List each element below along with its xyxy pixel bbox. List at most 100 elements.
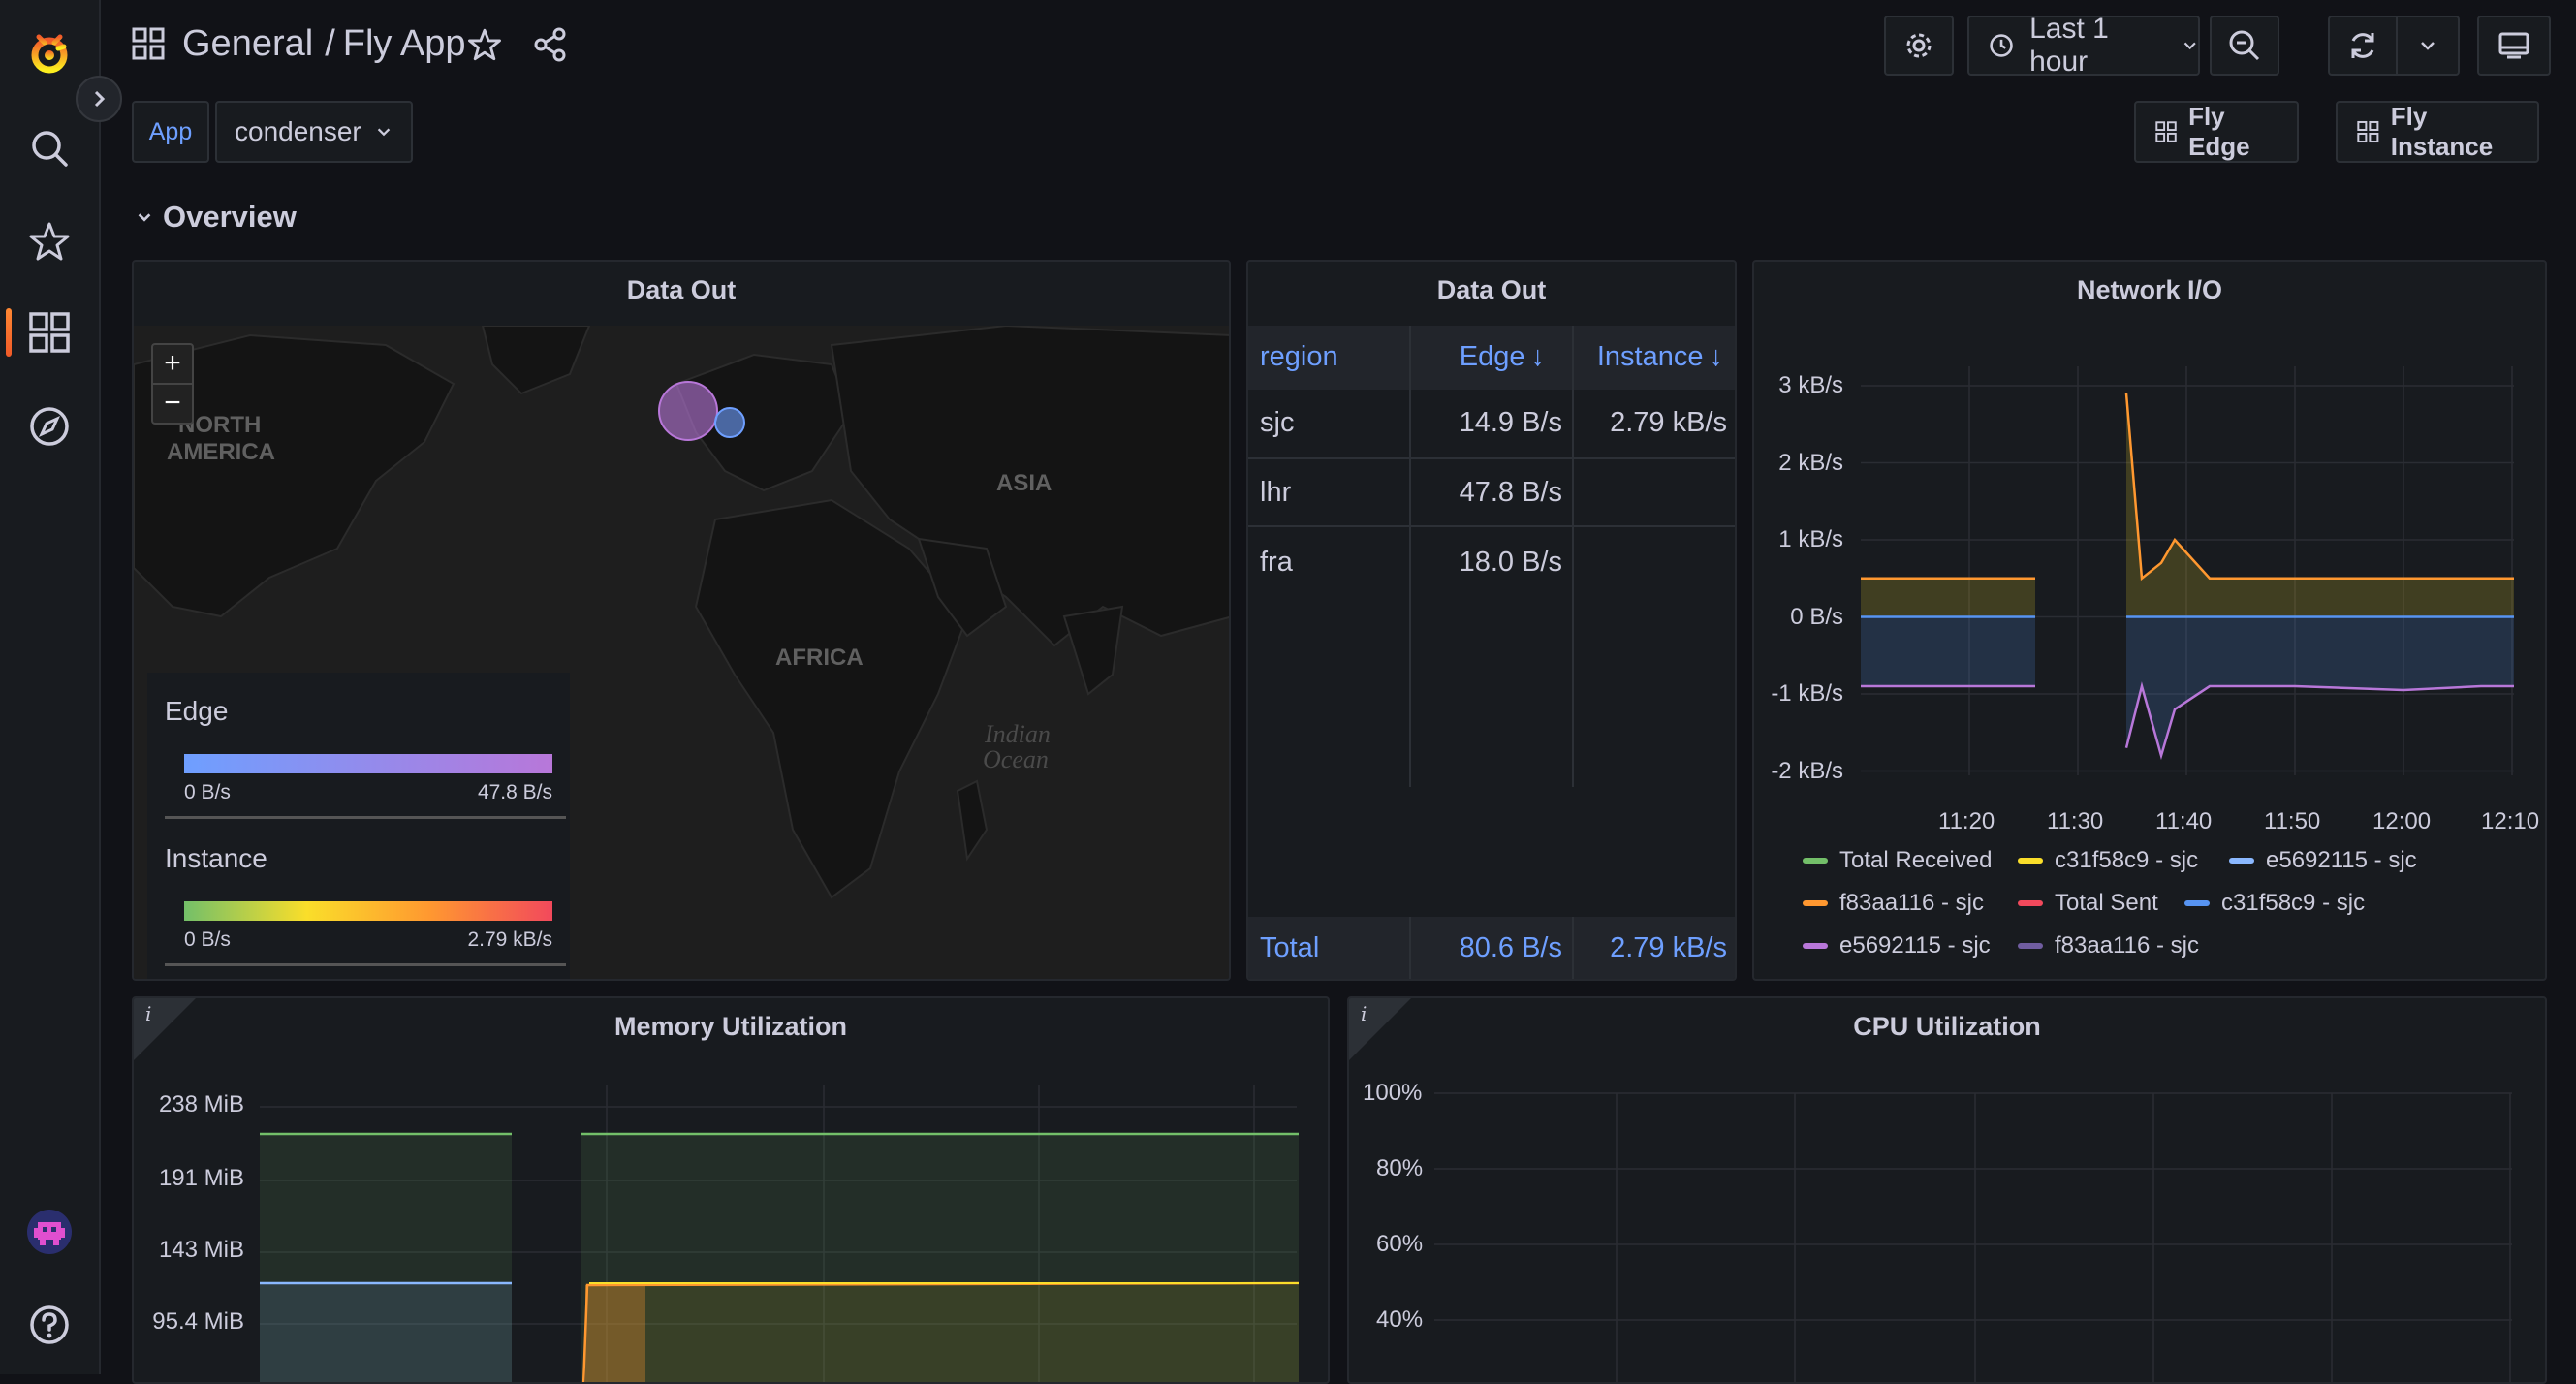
legend-item[interactable]: e5692115 - sjc — [1803, 932, 1991, 959]
footer-instance: 2.79 kB/s — [1610, 932, 1727, 963]
header-instance[interactable]: Instance ↓ — [1597, 341, 1723, 373]
legend-label: Total Sent — [2055, 890, 2158, 916]
dashboard-title[interactable]: Fly App — [342, 23, 466, 64]
dashboard-settings-button[interactable] — [1884, 16, 1954, 76]
header-region[interactable]: region — [1260, 341, 1338, 372]
y-tick: 2 kB/s — [1778, 449, 1843, 476]
explore-icon[interactable] — [21, 398, 78, 455]
cell-edge: 47.8 B/s — [1459, 477, 1562, 508]
legend-item[interactable]: e5692115 - sjc — [2229, 847, 2417, 874]
map-label-ocean: Ocean — [983, 745, 1049, 773]
zoom-out-map-button[interactable]: − — [164, 387, 181, 419]
network-io-chart[interactable] — [1754, 262, 2547, 981]
grafana-logo-icon[interactable] — [21, 25, 78, 81]
zoom-in-button[interactable]: + — [153, 345, 192, 385]
time-picker-button[interactable]: Last 1 hour — [1967, 13, 2200, 78]
legend-label: e5692115 - sjc — [1839, 932, 1991, 959]
table-row[interactable]: fra 18.0 B/s — [1248, 527, 1735, 595]
avatar[interactable] — [21, 1204, 78, 1260]
fly-edge-link[interactable]: Fly Edge — [2134, 101, 2299, 163]
refresh-button[interactable] — [2328, 16, 2398, 76]
gear-icon — [1906, 33, 1932, 58]
app-variable-select[interactable]: condenser — [215, 101, 413, 163]
legend-swatch — [1803, 858, 1828, 864]
dashboards-icon[interactable] — [21, 304, 78, 361]
header-edge[interactable]: Edge ↓ — [1460, 341, 1545, 373]
cpu-chart[interactable] — [1349, 998, 2547, 1384]
legend-item[interactable]: Total Received — [1803, 847, 1992, 874]
search-icon[interactable] — [21, 120, 78, 176]
legend-edge-max: 47.8 B/s — [477, 781, 552, 803]
series-area — [1861, 616, 2035, 687]
col-divider — [1572, 326, 1574, 787]
chevron-down-icon — [138, 213, 151, 222]
fly-instance-link[interactable]: Fly Instance — [2336, 101, 2539, 163]
footer-label: Total — [1260, 932, 1320, 963]
zoom-controls: + − — [151, 343, 194, 425]
col-divider — [1409, 326, 1411, 787]
map-legend: Edge 0 B/s 47.8 B/s Instance 0 B/s 2.79 … — [147, 673, 570, 979]
series-line — [2124, 681, 2514, 761]
header-edge-label: Edge — [1459, 341, 1525, 372]
x-tick: 11:30 — [2047, 808, 2104, 834]
y-tick: 80% — [1376, 1155, 1424, 1181]
legend-instance-title: Instance — [165, 843, 267, 873]
info-icon[interactable]: i — [145, 1002, 152, 1025]
y-tick: 60% — [1376, 1231, 1424, 1257]
header-instance-label: Instance — [1596, 341, 1704, 372]
cell-region: lhr — [1260, 477, 1292, 508]
share-icon[interactable] — [533, 27, 568, 67]
legend-divider — [165, 816, 566, 819]
refresh-interval-button[interactable] — [2396, 16, 2460, 76]
zoom-out-button[interactable] — [2210, 16, 2279, 76]
legend-item[interactable]: Total Sent — [2018, 890, 2158, 917]
panel-title[interactable]: Data Out — [1436, 275, 1547, 304]
legend-item[interactable]: c31f58c9 - sjc — [2018, 847, 2198, 874]
legend-swatch — [1803, 943, 1828, 949]
legend-item[interactable]: f83aa116 - sjc — [1803, 890, 1984, 917]
help-icon[interactable] — [21, 1297, 78, 1353]
memory-chart[interactable] — [134, 998, 1330, 1384]
col-divider — [1572, 917, 1574, 979]
starred-icon[interactable] — [21, 213, 78, 269]
info-corner — [1349, 998, 1411, 1060]
expand-menu-button[interactable] — [76, 76, 122, 122]
zoom-out-icon — [2229, 30, 2260, 61]
data-out-map-panel: Data Out — [132, 260, 1231, 981]
breadcrumb-folder[interactable]: General — [182, 23, 314, 64]
network-io-panel: Network I/O 3 kB/s 2 kB/s 1 kB/s 0 B/s -1 kB… — [1752, 260, 2547, 981]
marker-lhr[interactable] — [658, 381, 718, 441]
table-row[interactable]: lhr 47.8 B/s — [1248, 459, 1735, 527]
info-icon[interactable]: i — [1361, 1002, 1367, 1025]
memory-series-orange — [581, 1281, 1300, 1382]
chevron-right-icon — [94, 90, 106, 108]
legend-swatch — [2018, 900, 2043, 906]
legend-label: Total Received — [1839, 847, 1993, 873]
chevron-down-icon — [377, 128, 390, 137]
app-variable-value: condenser — [235, 116, 361, 146]
memory-utilization-panel: i Memory Utilization 238 MiB 191 MiB 143… — [132, 996, 1330, 1384]
footer-edge: 80.6 B/s — [1459, 932, 1562, 963]
x-tick: 12:00 — [2372, 808, 2432, 834]
panel-title[interactable]: Data Out — [626, 275, 737, 304]
legend-swatch — [2018, 943, 2043, 949]
x-tick: 11:20 — [1938, 808, 1995, 834]
panel-title[interactable]: CPU Utilization — [1853, 1012, 2041, 1041]
legend-instance-max: 2.79 kB/s — [467, 928, 552, 951]
fly-instance-label: Fly Instance — [2390, 102, 2494, 161]
row-overview-toggle[interactable]: Overview — [136, 200, 297, 235]
panel-title[interactable]: Memory Utilization — [613, 1012, 848, 1041]
table-row[interactable]: sjc 14.9 B/s 2.79 kB/s — [1248, 390, 1735, 459]
legend-item[interactable]: f83aa116 - sjc — [2018, 932, 2199, 959]
sidebar — [0, 0, 101, 1374]
legend-swatch — [2184, 900, 2210, 906]
refresh-icon — [2351, 33, 2374, 58]
star-icon[interactable] — [467, 27, 502, 67]
legend-divider — [165, 963, 566, 966]
panel-title[interactable]: Network I/O — [2076, 275, 2223, 304]
world-map[interactable]: NORTH AMERICA ASIA AFRICA Indian Ocean +… — [134, 324, 1229, 979]
legend-item[interactable]: c31f58c9 - sjc — [2184, 890, 2365, 917]
marker-fra[interactable] — [714, 407, 745, 438]
view-mode-button[interactable] — [2477, 16, 2551, 76]
dashboard-grid-icon — [2155, 121, 2177, 142]
